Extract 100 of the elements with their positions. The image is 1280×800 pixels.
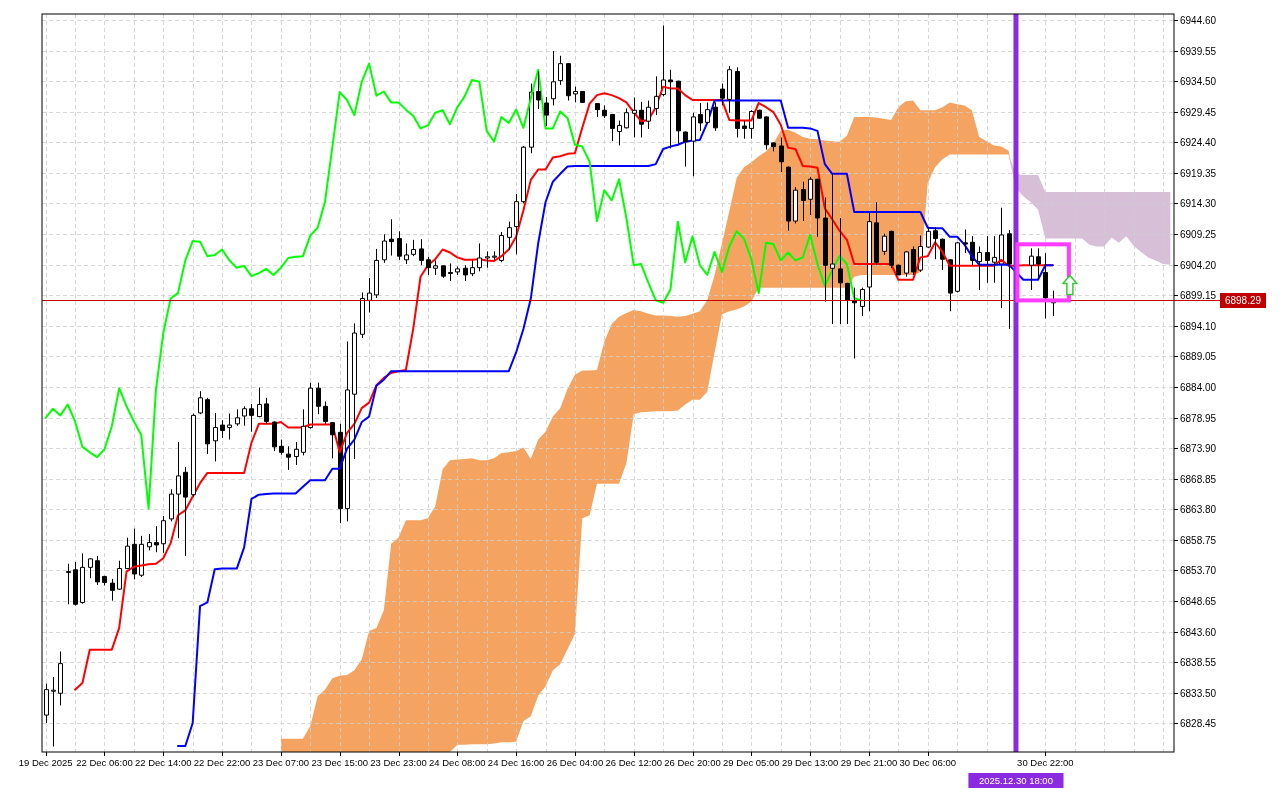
candlestick [786, 166, 791, 232]
candlestick [544, 96, 549, 127]
candlestick [323, 400, 328, 425]
candlestick [735, 66, 740, 138]
y-tick-label: 6878.95 [1180, 413, 1217, 424]
candlestick [676, 80, 681, 146]
x-tick-label: 22 Dec 06:00 [76, 757, 133, 768]
candlestick [933, 226, 938, 260]
ref-line-label: 6898.29 [1224, 295, 1262, 306]
candlestick [88, 557, 93, 579]
candlestick [860, 287, 865, 317]
candlestick [808, 176, 813, 216]
candlestick [169, 488, 174, 522]
candlestick [985, 235, 990, 284]
candlestick [624, 107, 629, 129]
candlestick [213, 412, 218, 462]
y-tick-label: 6889.05 [1180, 351, 1217, 362]
candlestick [632, 97, 637, 138]
y-tick-label: 6858.75 [1180, 535, 1217, 546]
x-tick-label: 29 Dec 05:00 [723, 757, 780, 768]
y-tick-label: 6924.40 [1180, 137, 1217, 148]
candlestick [646, 100, 651, 130]
candlestick [713, 101, 718, 132]
x-tick-label: 22 Dec 22:00 [193, 757, 251, 768]
candlestick [580, 90, 585, 104]
candlestick [411, 239, 416, 257]
candlestick [720, 83, 725, 106]
candlestick [264, 397, 269, 425]
candlestick [455, 265, 460, 276]
candlestick [257, 387, 262, 418]
y-tick-label: 6894.10 [1180, 321, 1217, 332]
candlestick [999, 207, 1004, 309]
candlestick [896, 264, 901, 276]
x-tick-label: 24 Dec 08:00 [429, 757, 486, 768]
y-tick-label: 6838.55 [1180, 657, 1217, 668]
candlestick [742, 120, 747, 140]
candlestick [977, 245, 982, 291]
x-tick-label: 2025.12.30 18:00 [978, 775, 1053, 786]
candlestick [1007, 229, 1012, 330]
candlestick [566, 62, 571, 102]
candlestick [705, 101, 710, 125]
candlestick [514, 193, 519, 255]
candlestick [470, 259, 475, 277]
y-tick-label: 6868.85 [1180, 474, 1217, 485]
candlestick [558, 55, 563, 86]
candlestick [352, 322, 357, 460]
candlestick [235, 408, 240, 427]
candlestick [374, 248, 379, 299]
candlestick [485, 250, 490, 269]
candlestick [161, 515, 166, 554]
candlestick [771, 141, 776, 152]
candlestick [389, 218, 394, 257]
candlestick [573, 86, 578, 103]
line-series [176, 99, 1054, 747]
y-tick-label: 6873.90 [1180, 443, 1217, 454]
candlestick [904, 250, 909, 278]
candlestick [830, 173, 835, 325]
candlestick [764, 115, 769, 151]
candlestick [272, 420, 277, 452]
candlestick [44, 683, 49, 724]
candlestick [176, 441, 181, 539]
x-tick-label: 23 Dec 23:00 [370, 757, 427, 768]
candlestick [426, 256, 431, 276]
x-tick-label: 23 Dec 07:00 [252, 757, 310, 768]
candlestick [683, 130, 688, 168]
candlestick [316, 382, 321, 415]
candlestick [595, 102, 600, 118]
candlestick [507, 221, 512, 251]
candlestick [845, 282, 850, 325]
candlestick [492, 250, 497, 261]
candlestick [867, 212, 872, 312]
candlestick [102, 575, 107, 587]
y-tick-label: 6828.45 [1180, 718, 1217, 729]
candlestick [617, 120, 622, 146]
candlestick [727, 65, 732, 114]
candlestick [249, 403, 254, 433]
candlestick [874, 201, 879, 266]
candlestick [823, 196, 828, 303]
y-tick-label: 6934.50 [1180, 76, 1217, 87]
candlestick [992, 235, 997, 284]
x-tick-label: 23 Dec 15:00 [311, 757, 368, 768]
candlestick [227, 413, 232, 441]
y-tick-label: 6939.55 [1180, 46, 1217, 57]
y-tick-label: 6914.30 [1180, 198, 1217, 209]
line-series [44, 62, 863, 510]
candlestick [183, 466, 188, 557]
candlestick [698, 102, 703, 132]
candlestick [691, 112, 696, 177]
y-tick-label: 6929.45 [1180, 107, 1217, 118]
x-tick-label: 29 Dec 21:00 [840, 757, 898, 768]
y-tick-label: 6884.00 [1180, 382, 1217, 393]
candlestick [963, 229, 968, 254]
y-tick-label: 6944.60 [1180, 15, 1217, 26]
candlestick [654, 75, 659, 116]
y-tick-label: 6919.35 [1180, 168, 1217, 179]
x-tick-label: 26 Dec 20:00 [664, 757, 721, 768]
candlestick [58, 651, 63, 706]
x-tick-label: 26 Dec 12:00 [605, 757, 662, 768]
candlestick [448, 262, 453, 282]
candlestick [125, 537, 130, 570]
